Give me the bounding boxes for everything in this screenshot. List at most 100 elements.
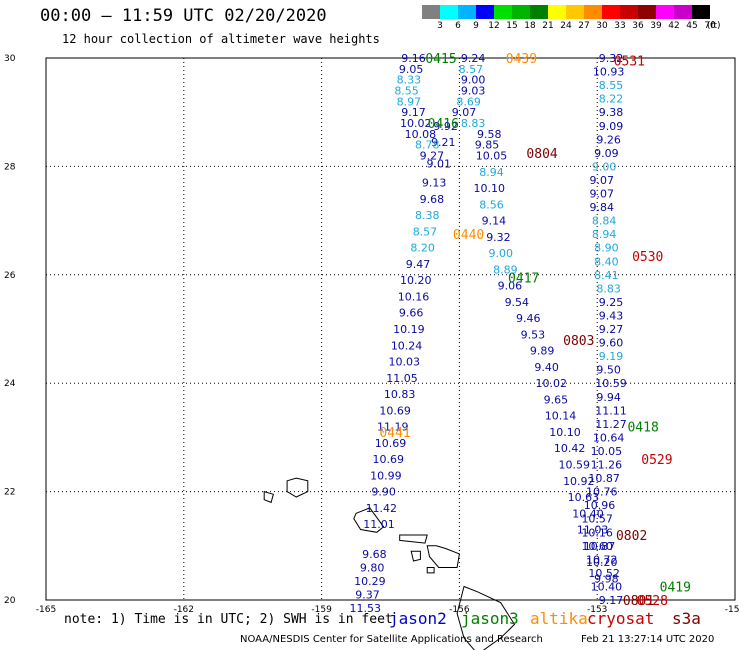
wave-height-value: 9.01 <box>426 158 451 171</box>
pass-time-label: 0530 <box>632 250 663 265</box>
color-scale-swatch <box>494 5 512 19</box>
axis-ticks: -165 -162 -159 -156 -153 -150 30 28 26 24 22 20 <box>4 54 740 615</box>
latitude-tick-label: 24 <box>4 379 16 389</box>
wave-height-value: 9.09 <box>599 120 624 133</box>
color-scale-tick-label: 70 <box>704 21 716 31</box>
wave-height-value: 10.02 <box>536 377 568 390</box>
wave-height-value: 8.41 <box>594 269 619 282</box>
pass-time-label: 0419 <box>660 580 691 595</box>
wave-height-value: 9.24 <box>461 52 486 65</box>
wave-height-value: 9.13 <box>422 177 447 190</box>
color-scale-tick-label: 24 <box>560 21 572 31</box>
wave-height-value: 8.84 <box>592 215 617 228</box>
wave-height-value: 9.07 <box>452 106 477 119</box>
wave-height-value: 10.08 <box>405 128 437 141</box>
wave-height-value: 10.40 <box>572 507 604 520</box>
grid-lines <box>45 57 736 601</box>
wave-height-value: 9.06 <box>498 280 523 293</box>
latitude-tick-label: 20 <box>4 596 16 606</box>
island-lanai <box>410 550 421 562</box>
wave-height-value: 8.94 <box>479 166 504 179</box>
wave-height-value: 9.84 <box>590 201 615 214</box>
wave-height-value: 9.07 <box>590 188 615 201</box>
pass-time-label: 0415 <box>425 52 456 67</box>
wave-height-value: 10.24 <box>391 339 423 352</box>
legend-item-cryosat: cryosat <box>587 609 655 628</box>
wave-height-value: 9.03 <box>461 85 486 98</box>
pass-time-label: 0441 <box>379 426 410 441</box>
map-subtitle: 12 hour collection of altimeter wave hei… <box>62 32 380 46</box>
color-scale-tick-label: 36 <box>632 21 644 31</box>
color-scale-swatch <box>602 5 620 19</box>
color-scale-tick-label: 12 <box>488 21 500 31</box>
wave-height-value: 10.52 <box>588 567 620 580</box>
longitude-tick-label: -153 <box>587 605 607 615</box>
color-scale-swatch <box>620 5 638 19</box>
wave-height-value: 9.25 <box>599 296 624 309</box>
color-scale-swatch <box>422 5 440 19</box>
color-scale-tick-label: 33 <box>614 21 626 31</box>
island-maui <box>426 545 460 568</box>
wave-height-value: 9.94 <box>596 391 621 404</box>
wave-height-value: 9.17 <box>401 106 426 119</box>
color-scale-tick-label: 15 <box>506 21 518 31</box>
wave-height-value: 9.89 <box>530 345 555 358</box>
wave-height-value: 10.59 <box>558 459 590 472</box>
pass-time-label: 0801 <box>623 594 654 609</box>
wave-height-labels: 9.92 9.21 9.01 9.13 9.68 8.38 8.57 8.20 9.47 10.2… <box>349 52 626 615</box>
wave-height-value: 11.19 <box>377 421 409 434</box>
wave-height-value: 11.42 <box>366 502 398 515</box>
wave-height-value: 9.32 <box>486 231 511 244</box>
island-niihau <box>263 490 275 504</box>
wave-height-value: 11.53 <box>349 602 381 615</box>
color-scale-tick-label: 27 <box>578 21 590 31</box>
longitude-tick-label: -165 <box>36 605 56 615</box>
pass-time-label: 0529 <box>641 453 672 468</box>
wave-height-value: 9.38 <box>599 106 624 119</box>
wave-height-value: 9.17 <box>599 594 624 607</box>
color-scale-tick-label: 21 <box>542 21 554 31</box>
credit-line: NOAA/NESDIS Center for Satellite Applica… <box>240 634 543 645</box>
color-scale-tick-label: 9 <box>473 21 479 31</box>
color-scale-tick-label: 45 <box>686 21 698 31</box>
map-frame <box>45 57 736 601</box>
wave-height-value: 8.33 <box>397 74 422 87</box>
color-scale-unit: (ft) <box>707 21 721 31</box>
island-molokai <box>399 534 428 544</box>
wave-height-value: 10.57 <box>581 513 613 526</box>
color-scale-swatch <box>692 5 710 19</box>
wave-height-value: 9.80 <box>360 561 385 574</box>
wave-height-value: 10.60 <box>581 540 613 553</box>
wave-height-value: 9.19 <box>599 350 624 363</box>
wave-height-value: 8.97 <box>397 95 422 108</box>
wave-height-value: 10.19 <box>393 323 425 336</box>
wave-height-value: 10.16 <box>398 290 430 303</box>
latitude-tick-label: 26 <box>4 271 16 281</box>
wave-height-value: 8.83 <box>461 117 486 130</box>
color-scale-swatch <box>674 5 692 19</box>
island-kahoolawe <box>426 567 435 574</box>
pass-time-label: 0416 <box>428 117 459 132</box>
wave-height-value: 9.53 <box>521 328 546 341</box>
color-scale-swatch <box>530 5 548 19</box>
coastline <box>263 477 516 650</box>
wave-height-value: 10.03 <box>389 356 421 369</box>
latitude-tick-label: 28 <box>4 162 16 172</box>
color-scale-tick-label: 3 <box>437 21 443 31</box>
color-scale-swatch <box>512 5 530 19</box>
color-scale-tick-label: 39 <box>650 21 662 31</box>
wave-height-value: 11.01 <box>363 518 395 531</box>
color-scale-swatch <box>584 5 602 19</box>
wave-height-value: 8.55 <box>394 85 419 98</box>
wave-height-value: 8.83 <box>596 282 621 295</box>
wave-height-value: 10.05 <box>591 445 623 458</box>
color-scale-tick-label: 6 <box>455 21 461 31</box>
pass-time-label: 0418 <box>627 421 658 436</box>
wave-height-value: 9.07 <box>590 174 615 187</box>
wave-height-value: 8.90 <box>594 242 619 255</box>
wave-height-value: 9.90 <box>371 486 396 499</box>
pass-time-label: 0802 <box>616 529 647 544</box>
longitude-tick-label: -156 <box>449 605 470 615</box>
legend-item-altika: altika <box>530 609 588 628</box>
